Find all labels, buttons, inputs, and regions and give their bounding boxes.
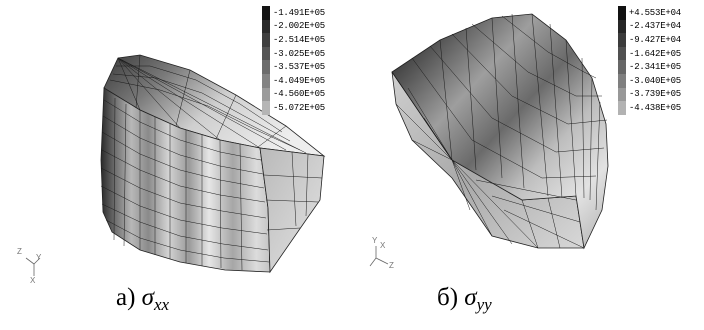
axis-triad-a	[25, 257, 41, 276]
legend-swatch	[618, 73, 626, 88]
legend-swatch	[262, 46, 270, 61]
legend-label: -2.002E+05	[273, 21, 326, 32]
legend-row: -3.739E+05	[618, 87, 682, 102]
legend-b: +4.553E+04 -2.437E+04 -9.427E+04 -1.642E…	[618, 6, 681, 115]
mesh-plot-a: Z Y X	[17, 54, 326, 285]
legend-swatch	[618, 33, 626, 47]
legend-row: -4.049E+05	[262, 73, 326, 88]
legend-row: -2.341E+05	[618, 60, 681, 74]
panel-a: Z Y X -1.491E+05 -2.002E+05 -2.514E+05 -…	[17, 6, 326, 315]
axis-label-b-3: Z	[389, 261, 394, 270]
legend-swatch	[618, 60, 626, 74]
legend-swatch	[262, 73, 270, 88]
legend-row: +4.553E+04	[618, 6, 681, 20]
legend-row: -3.025E+05	[262, 46, 326, 61]
legend-swatch	[262, 101, 270, 115]
legend-label: -2.437E+04	[629, 21, 682, 32]
legend-label: -4.049E+05	[273, 75, 326, 86]
legend-swatch	[618, 101, 626, 115]
legend-label: +4.553E+04	[629, 7, 682, 18]
axis-label-b-1: Y	[372, 236, 378, 245]
legend-label: -5.072E+05	[273, 102, 326, 113]
legend-label: -4.438E+05	[629, 102, 682, 113]
legend-row: -3.537E+05	[262, 60, 325, 74]
legend-row: -1.642E+05	[618, 46, 682, 61]
legend-row: -1.491E+05	[262, 6, 325, 20]
caption-b: б) σyy	[437, 284, 492, 315]
caption-symbol: σ	[141, 284, 155, 311]
legend-swatch	[618, 19, 626, 34]
legend-swatch	[262, 60, 270, 74]
mesh-plot-b: Y X Z	[369, 13, 609, 270]
caption-symbol: σ	[464, 284, 477, 311]
axis-label-a-3: X	[30, 276, 36, 285]
axis-label-a-2: Y	[36, 253, 42, 262]
legend-row: -2.514E+05	[262, 33, 325, 47]
legend-swatch	[262, 19, 270, 34]
caption-prefix: б)	[437, 284, 459, 311]
legend-row: -5.072E+05	[262, 101, 325, 115]
legend-label: -2.514E+05	[273, 34, 326, 45]
caption-prefix: а)	[116, 284, 136, 311]
legend-row: -4.438E+05	[618, 101, 681, 115]
caption-a: а) σxx	[116, 284, 169, 315]
legend-row: -9.427E+04	[618, 33, 681, 47]
legend-label: -1.642E+05	[629, 48, 682, 59]
legend-swatch	[618, 6, 626, 20]
legend-label: -3.537E+05	[273, 62, 326, 73]
legend-row: -4.560E+05	[262, 87, 326, 102]
mesh-body-a	[100, 54, 326, 274]
legend-label: -3.025E+05	[273, 48, 326, 59]
legend-row: -3.040E+05	[618, 73, 682, 88]
mesh-body-b	[391, 13, 609, 250]
axis-triad-b	[369, 246, 389, 267]
axis-label-a-1: Z	[17, 247, 22, 256]
legend-swatch	[618, 87, 626, 102]
legend-label: -4.560E+05	[273, 89, 326, 100]
caption-subscript: yy	[476, 295, 492, 314]
legend-swatch	[618, 46, 626, 61]
legend-swatch	[262, 87, 270, 102]
legend-label: -3.040E+05	[629, 75, 682, 86]
legend-label: -1.491E+05	[273, 7, 326, 18]
legend-row: -2.002E+05	[262, 19, 326, 34]
legend-swatch	[262, 33, 270, 47]
axis-label-b-2: X	[380, 241, 386, 250]
legend-row: -2.437E+04	[618, 19, 682, 34]
legend-a: -1.491E+05 -2.002E+05 -2.514E+05 -3.025E…	[262, 6, 325, 115]
caption-subscript: xx	[154, 295, 170, 314]
panel-b: Y X Z +4.553E+04 -2.437E+04 -9.427E+04 -…	[352, 0, 704, 330]
legend-label: -9.427E+04	[629, 34, 682, 45]
legend-label: -2.341E+05	[629, 62, 682, 73]
legend-swatch	[262, 6, 270, 20]
legend-label: -3.739E+05	[629, 89, 682, 100]
